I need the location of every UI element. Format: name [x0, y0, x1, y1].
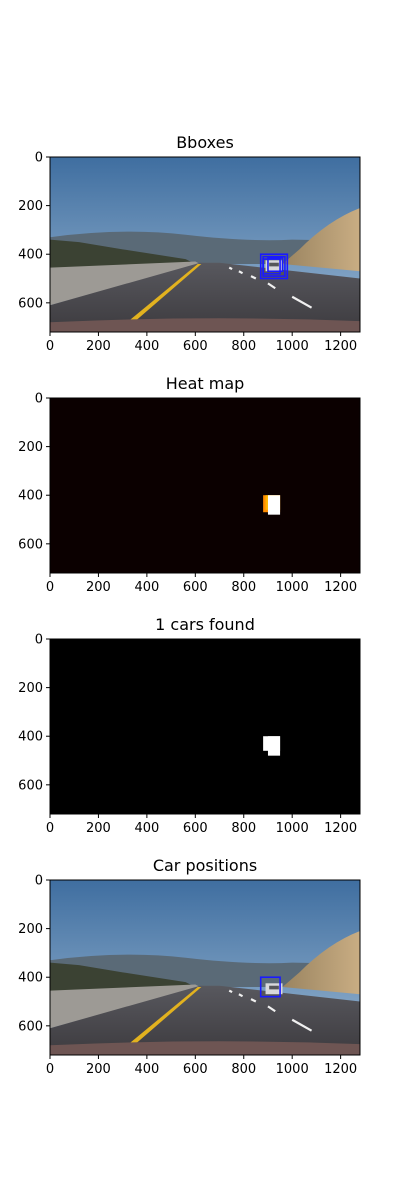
x-tick-label: 200: [86, 821, 111, 836]
heat-blob: [267, 736, 281, 756]
white-lane-dash: [291, 295, 313, 309]
y-tick-label: 400: [18, 971, 43, 986]
x-tick-label: 800: [231, 1062, 256, 1077]
yellow-lane-line: [115, 263, 202, 332]
panel-image: [50, 157, 360, 332]
bbox: [259, 253, 289, 280]
panel-image: [50, 639, 360, 814]
heat-blob: [267, 495, 281, 515]
bbox: [267, 257, 284, 273]
y-tick-label: 0: [35, 392, 43, 407]
x-tick-label: 1200: [324, 1062, 357, 1077]
panel-3: 1 cars found 0 200 400 600 800 1000 1200 0 200 400…: [18, 615, 361, 836]
y-tick-label: 600: [18, 296, 43, 311]
y-tick-label: 600: [18, 537, 43, 552]
x-tick-label: 0: [46, 339, 54, 354]
y-tick-label: 400: [18, 730, 43, 745]
x-tick-label: 600: [183, 580, 208, 595]
panel-title: 1 cars found: [155, 615, 255, 634]
panel-image: [50, 880, 360, 1055]
x-tick-label: 800: [231, 580, 256, 595]
x-tick-label: 1200: [324, 580, 357, 595]
white-lane-dash: [228, 989, 233, 994]
x-tick-label: 200: [86, 339, 111, 354]
panel-image: [50, 398, 360, 573]
y-tick-label: 200: [18, 922, 43, 937]
y-tick-label: 200: [18, 681, 43, 696]
white-lane-dash: [238, 270, 244, 275]
axes-frame: [49, 879, 361, 1056]
white-lane-dash: [250, 998, 257, 1003]
yellow-lane-line: [115, 986, 202, 1055]
y-tick-label: 200: [18, 199, 43, 214]
x-tick-label: 400: [134, 339, 159, 354]
y-tick-label: 200: [18, 440, 43, 455]
y-tick-label: 600: [18, 1019, 43, 1034]
road: [50, 985, 360, 1055]
x-tick-label: 1000: [276, 1062, 309, 1077]
bbox: [262, 258, 281, 275]
image-background: [50, 639, 360, 814]
y-tick-label: 400: [18, 248, 43, 263]
panel-2: Heat map 0 200 400 600 800 1000 1200 0 200 400 600: [18, 374, 361, 595]
x-tick-label: 1000: [276, 580, 309, 595]
panel-title: Heat map: [166, 374, 245, 393]
white-lane-dash: [228, 266, 233, 271]
x-tick-label: 1200: [324, 339, 357, 354]
x-tick-label: 0: [46, 821, 54, 836]
panel-1: Bboxes 0 200 400 600 800 1000 1200 0 200 400 600: [18, 133, 361, 354]
car-window: [269, 262, 279, 267]
y-tick-label: 600: [18, 778, 43, 793]
white-lane-dash: [250, 275, 257, 280]
x-tick-label: 400: [134, 821, 159, 836]
white-lane-dash: [267, 282, 276, 290]
y-tick-label: 0: [35, 874, 43, 889]
panel-title: Car positions: [153, 856, 257, 875]
panel-title: Bboxes: [176, 133, 234, 152]
x-tick-label: 600: [183, 339, 208, 354]
axes-frame: [49, 156, 361, 333]
x-tick-label: 200: [86, 1062, 111, 1077]
x-tick-label: 400: [134, 580, 159, 595]
white-lane-dash: [267, 1005, 276, 1013]
right-hillside: [282, 208, 360, 272]
right-hillside: [282, 931, 360, 995]
x-tick-label: 800: [231, 339, 256, 354]
x-tick-label: 600: [183, 821, 208, 836]
ego-hood: [50, 1041, 360, 1055]
white-lane-dash: [291, 1018, 313, 1032]
x-tick-label: 1000: [276, 339, 309, 354]
bbox: [259, 976, 281, 998]
x-tick-label: 200: [86, 580, 111, 595]
x-tick-label: 600: [183, 1062, 208, 1077]
x-tick-label: 400: [134, 1062, 159, 1077]
x-tick-label: 0: [46, 580, 54, 595]
barrier: [50, 984, 201, 1029]
x-tick-label: 0: [46, 1062, 54, 1077]
y-tick-label: 0: [35, 151, 43, 166]
white-lane-dash: [238, 993, 244, 998]
ego-hood: [50, 318, 360, 332]
barrier: [50, 261, 201, 306]
axes-frame: [49, 397, 361, 574]
x-tick-label: 1200: [324, 821, 357, 836]
axes-frame: [49, 638, 361, 815]
x-tick-label: 1000: [276, 821, 309, 836]
x-tick-label: 800: [231, 821, 256, 836]
panel-4: Car positions 0 200 400 600 800 1000 1200 0 200 40…: [18, 856, 361, 1077]
image-background: [50, 398, 360, 573]
car-window: [269, 985, 279, 990]
y-tick-label: 400: [18, 489, 43, 504]
y-tick-label: 0: [35, 633, 43, 648]
road: [50, 262, 360, 332]
